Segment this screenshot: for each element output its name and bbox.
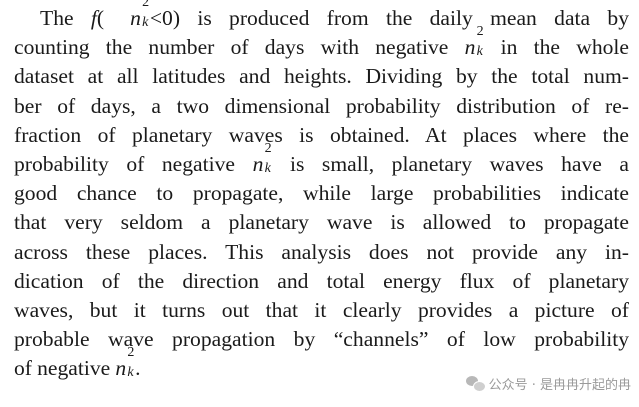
text-line-3: dataset at all latitudes and heights. Di… xyxy=(14,64,629,89)
text-span: probability of negative xyxy=(14,151,253,176)
math-superscript: 2 xyxy=(476,24,484,40)
text-line-11: waves, but it turns out that it clearly … xyxy=(14,297,629,322)
math-subscript: k xyxy=(127,365,134,381)
watermark-text: 公众号 · 是冉冉升起的冉 xyxy=(488,378,631,393)
text-line-4: ber of days, a two dimensional probabili… xyxy=(14,93,629,118)
text-span: counting the number of days with negativ… xyxy=(14,35,465,60)
math-n: n xyxy=(464,35,476,60)
math-subscript: k xyxy=(142,15,149,30)
math-subscript: k xyxy=(264,160,271,176)
watermark: 公众号 · 是冉冉升起的冉 xyxy=(465,374,631,393)
text-line-1: The f( n 2 k <0) is produced from the daily … xyxy=(14,0,630,33)
math-n: n xyxy=(115,356,127,381)
wechat-icon xyxy=(465,376,486,392)
text-span: of negative xyxy=(14,356,116,381)
text-line-12: probable wave propagation by “channels” … xyxy=(14,327,629,352)
math-n: n xyxy=(130,6,141,30)
text-line-7: good chance to propagate, while large pr… xyxy=(14,181,629,206)
text-span: in the whole xyxy=(484,35,629,60)
text-line-5: fraction of planetary waves is obtained.… xyxy=(14,122,629,147)
math-superscript: 2 xyxy=(142,0,150,10)
math-f: f xyxy=(90,6,97,30)
math-subscript: k xyxy=(476,44,483,60)
text-span: The xyxy=(40,6,91,30)
math-paren: ( xyxy=(96,6,105,30)
math-superscript: 2 xyxy=(127,345,135,361)
text-line-8: that very seldom a planetary wave is all… xyxy=(14,210,629,235)
math-condition: <0) xyxy=(149,6,181,30)
text-span: is small, planetary waves have a xyxy=(272,151,630,176)
text-line-9: across these places. This analysis does … xyxy=(14,239,629,264)
text-line-2: counting the number of days with negativ… xyxy=(14,25,629,62)
text-span: . xyxy=(135,356,141,381)
text-line-10: dication of the direction and total ener… xyxy=(14,268,629,293)
math-n: n xyxy=(252,151,264,176)
paper-paragraph: The f(n 2 k <0) is produced from the daily … xyxy=(14,0,630,383)
math-superscript: 2 xyxy=(264,140,272,156)
text-span: is produced from the daily mean data by xyxy=(180,6,630,30)
